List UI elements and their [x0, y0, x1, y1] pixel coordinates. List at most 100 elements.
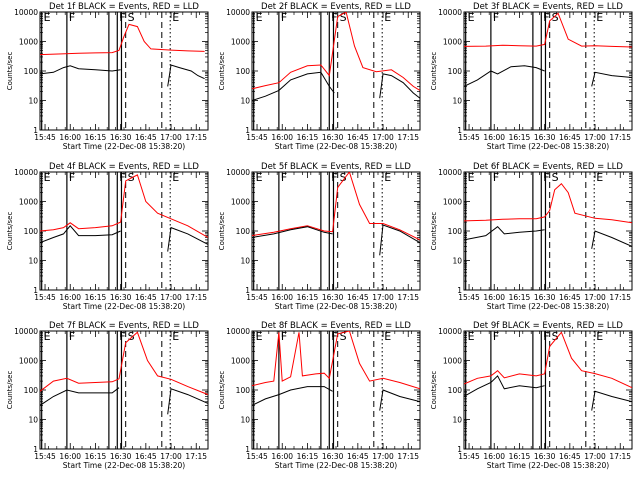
- event-label: F: [543, 11, 549, 24]
- series-events-line: [252, 224, 420, 256]
- series-lld-line: [40, 174, 208, 238]
- event-label: F: [331, 330, 337, 343]
- series-lld-line: [252, 331, 420, 390]
- series-lld-line: [40, 331, 208, 396]
- y-tick-label: 10: [240, 257, 250, 266]
- y-tick-label: 10000: [14, 8, 38, 17]
- x-tick-label: 15:45: [34, 452, 56, 461]
- panel-7: Det 7f BLACK = Events, RED = LLD 1 10 100 10…: [6, 321, 209, 470]
- event-label: F: [281, 171, 287, 184]
- series-events-line: [40, 225, 208, 252]
- x-tick-label: 17:00: [584, 133, 606, 142]
- event-label: F: [543, 171, 549, 184]
- y-tick-label: 1000: [19, 357, 38, 366]
- x-tick-label: 16:30: [322, 452, 344, 461]
- event-label: S: [340, 171, 347, 184]
- x-tick-label: 17:15: [397, 293, 419, 302]
- event-label: F: [493, 330, 499, 343]
- event-label: E: [44, 171, 51, 184]
- y-tick-label: 100: [236, 227, 251, 236]
- panel-title: Det 4f BLACK = Events, RED = LLD: [49, 162, 199, 172]
- y-tick-label: 10: [240, 416, 250, 425]
- y-tick-label: 10000: [438, 168, 462, 177]
- x-axis-label: Start Time (22-Dec-08 15:38:20): [487, 302, 609, 311]
- plot-frame: [463, 171, 633, 291]
- x-tick-label: 16:30: [322, 133, 344, 142]
- x-axis-label: Start Time (22-Dec-08 15:38:20): [275, 461, 397, 470]
- event-label: E: [256, 330, 263, 343]
- panel-title: Det 7f BLACK = Events, RED = LLD: [49, 321, 199, 331]
- x-tick-label: 17:00: [160, 293, 182, 302]
- y-tick-label: 1: [33, 126, 38, 135]
- y-tick-label: 100: [236, 67, 251, 76]
- plot-frame: [39, 330, 209, 450]
- x-tick-label: 16:45: [559, 293, 581, 302]
- x-tick-label: 16:30: [534, 293, 556, 302]
- panel-3: Det 3f BLACK = Events, RED = LLD 1 10 100 10…: [430, 2, 633, 151]
- y-axis-label: Counts/sec: [218, 212, 226, 251]
- plot-frame: [251, 171, 421, 291]
- x-tick-label: 15:45: [458, 133, 480, 142]
- y-axis-label: Counts/sec: [6, 52, 14, 91]
- y-axis-label: Counts/sec: [430, 212, 438, 251]
- x-tick-label: 16:00: [271, 293, 293, 302]
- y-tick-label: 1: [457, 286, 462, 295]
- x-tick-label: 16:30: [534, 452, 556, 461]
- event-label: E: [256, 11, 263, 24]
- panel-8: Det 8f BLACK = Events, RED = LLD 1 10 100 10…: [218, 321, 421, 470]
- x-tick-label: 17:15: [185, 452, 207, 461]
- x-tick-label: 16:45: [135, 133, 157, 142]
- y-tick-label: 1: [245, 286, 250, 295]
- x-tick-label: 16:45: [135, 452, 157, 461]
- y-tick-label: 1000: [443, 357, 462, 366]
- event-label: S: [128, 11, 135, 24]
- series-events-line: [252, 386, 420, 411]
- y-axis-label: Counts/sec: [430, 52, 438, 91]
- x-tick-label: 15:45: [246, 293, 268, 302]
- event-label: E: [468, 11, 475, 24]
- y-tick-label: 10: [452, 97, 462, 106]
- event-label: E: [172, 330, 179, 343]
- x-tick-label: 16:30: [322, 293, 344, 302]
- event-label: E: [468, 171, 475, 184]
- series-events-line: [464, 65, 632, 87]
- x-tick-label: 16:15: [297, 133, 319, 142]
- event-label: S: [128, 330, 135, 343]
- event-label: F: [69, 171, 75, 184]
- y-tick-label: 100: [24, 386, 39, 395]
- event-label: E: [596, 171, 603, 184]
- y-tick-label: 1000: [443, 198, 462, 207]
- y-tick-label: 10000: [14, 168, 38, 177]
- x-axis-label: Start Time (22-Dec-08 15:38:20): [487, 142, 609, 151]
- series-lld-line: [464, 182, 632, 224]
- x-tick-label: 17:15: [609, 133, 631, 142]
- panel-title: Det 2f BLACK = Events, RED = LLD: [261, 2, 411, 12]
- y-tick-label: 1000: [19, 198, 38, 207]
- event-label: E: [384, 11, 391, 24]
- plot-frame: [39, 11, 209, 131]
- event-label: E: [172, 171, 179, 184]
- x-tick-label: 16:30: [110, 452, 132, 461]
- x-tick-label: 17:15: [185, 293, 207, 302]
- event-label: F: [69, 330, 75, 343]
- event-label: S: [552, 330, 559, 343]
- x-tick-label: 15:45: [246, 133, 268, 142]
- x-tick-label: 16:45: [135, 293, 157, 302]
- event-label: E: [44, 330, 51, 343]
- y-tick-label: 10: [452, 257, 462, 266]
- x-tick-label: 16:15: [85, 452, 107, 461]
- event-label: F: [119, 11, 125, 24]
- y-tick-label: 1: [245, 126, 250, 135]
- x-tick-label: 15:45: [458, 293, 480, 302]
- panel-9: Det 9f BLACK = Events, RED = LLD 1 10 100 10…: [430, 321, 633, 470]
- x-axis-label: Start Time (22-Dec-08 15:38:20): [63, 142, 185, 151]
- event-label: F: [69, 11, 75, 24]
- plot-frame: [39, 171, 209, 291]
- y-tick-label: 10000: [226, 327, 250, 336]
- series-events-line: [464, 226, 632, 249]
- event-label: E: [596, 11, 603, 24]
- panel-5: Det 5f BLACK = Events, RED = LLD 1 10 100 10…: [218, 162, 421, 311]
- event-label: S: [128, 171, 135, 184]
- x-tick-label: 16:15: [297, 293, 319, 302]
